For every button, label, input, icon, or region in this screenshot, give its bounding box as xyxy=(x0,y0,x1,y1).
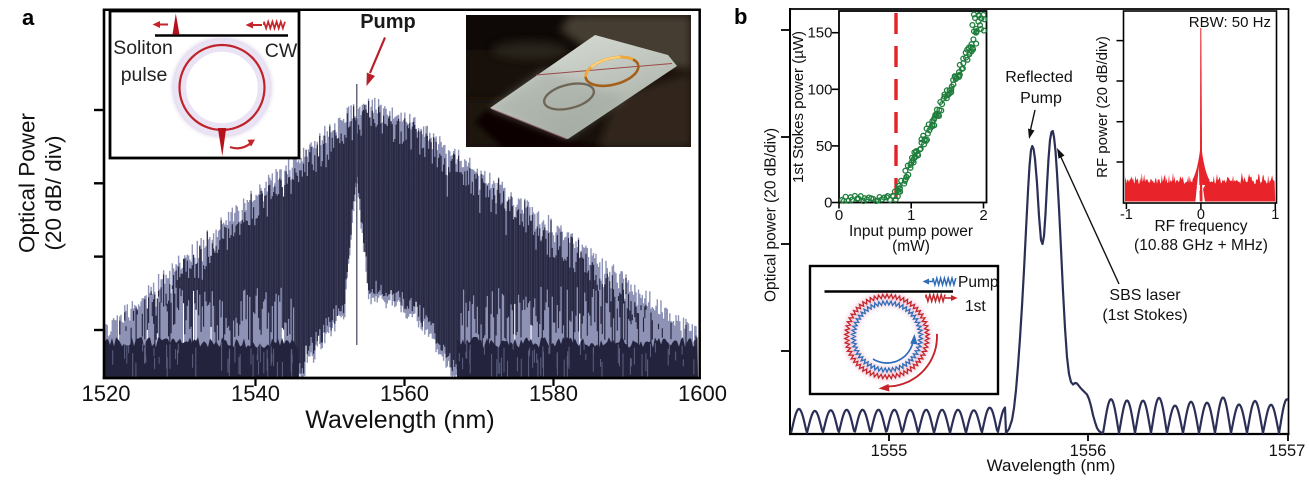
svg-text:Wavelength (nm): Wavelength (nm) xyxy=(987,456,1116,475)
svg-text:-1: -1 xyxy=(1120,207,1133,223)
svg-text:50: 50 xyxy=(816,138,833,155)
svg-text:1: 1 xyxy=(907,207,915,224)
svg-text:RF frequency: RF frequency xyxy=(1154,218,1247,235)
svg-text:Pump: Pump xyxy=(958,274,999,291)
svg-text:1557: 1557 xyxy=(1269,442,1306,460)
svg-text:(1st Stokes): (1st Stokes) xyxy=(1102,307,1187,324)
svg-text:1580: 1580 xyxy=(529,381,578,406)
svg-text:100: 100 xyxy=(807,81,832,98)
svg-text:1555: 1555 xyxy=(871,442,908,460)
svg-text:0: 0 xyxy=(835,207,843,224)
svg-text:1600: 1600 xyxy=(678,381,727,406)
svg-text:(20 dB/ div): (20 dB/ div) xyxy=(41,135,66,250)
svg-text:Optical power (20 dB/div): Optical power (20 dB/div) xyxy=(763,128,780,302)
svg-text:0: 0 xyxy=(1197,207,1205,223)
svg-text:Pump: Pump xyxy=(360,11,416,33)
svg-text:1560: 1560 xyxy=(380,381,429,406)
svg-text:150: 150 xyxy=(807,25,832,42)
svg-text:1540: 1540 xyxy=(231,381,280,406)
svg-text:RBW: 50 Hz: RBW: 50 Hz xyxy=(1189,14,1271,31)
svg-text:Input pump power: Input pump power xyxy=(849,223,973,240)
svg-text:1: 1 xyxy=(1271,207,1279,223)
svg-text:1520: 1520 xyxy=(82,381,131,406)
svg-text:CW: CW xyxy=(265,40,298,62)
svg-text:Reflected: Reflected xyxy=(1005,69,1073,86)
svg-text:1st Stokes power (µW): 1st Stokes power (µW) xyxy=(790,31,807,183)
svg-text:a: a xyxy=(22,5,35,30)
svg-text:Pump: Pump xyxy=(1020,90,1062,107)
svg-text:Soliton: Soliton xyxy=(113,37,173,59)
svg-text:2: 2 xyxy=(979,207,987,224)
svg-text:Wavelength (nm): Wavelength (nm) xyxy=(305,406,494,434)
svg-text:(mW): (mW) xyxy=(892,238,930,255)
svg-text:pulse: pulse xyxy=(121,64,168,86)
svg-text:1556: 1556 xyxy=(1070,442,1107,460)
svg-text:SBS laser: SBS laser xyxy=(1109,287,1181,304)
svg-text:1st: 1st xyxy=(965,298,986,315)
svg-text:b: b xyxy=(734,4,747,29)
svg-text:Optical Power: Optical Power xyxy=(15,112,40,253)
svg-text:(10.88 GHz + MHz): (10.88 GHz + MHz) xyxy=(1134,237,1268,254)
svg-text:0: 0 xyxy=(824,195,832,212)
svg-text:RF power (20 dB/div): RF power (20 dB/div) xyxy=(1094,36,1111,178)
